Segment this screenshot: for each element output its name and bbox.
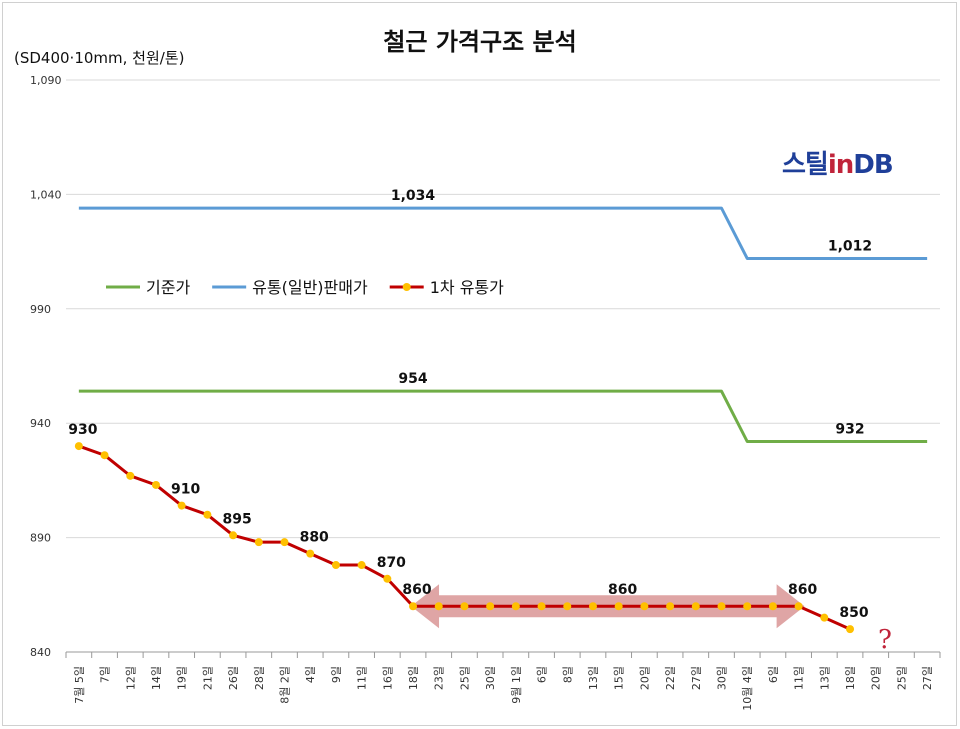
data-point — [409, 602, 418, 611]
data-point — [460, 602, 469, 611]
data-point — [486, 602, 495, 611]
question-mark: ? — [878, 625, 892, 655]
data-label: 930 — [68, 422, 97, 438]
chart-title: 철근 가격구조 분석 — [383, 28, 577, 56]
y-tick-label: 1,090 — [30, 74, 62, 87]
data-label: 860 — [608, 582, 637, 598]
data-point — [820, 613, 829, 622]
data-point — [846, 625, 855, 634]
x-tick-label: 27일 — [689, 666, 703, 690]
y-tick-label: 1,040 — [30, 188, 62, 201]
data-label: 880 — [300, 530, 329, 546]
x-tick-label: 6일 — [535, 666, 549, 683]
data-point — [383, 574, 392, 583]
x-tick-label: 16일 — [380, 666, 394, 690]
x-tick-label: 10월 4일 — [740, 666, 754, 711]
data-point — [434, 602, 443, 611]
data-point — [74, 442, 83, 451]
x-tick-label: 7일 — [98, 666, 112, 683]
data-point — [254, 538, 263, 547]
data-point — [537, 602, 546, 611]
data-label: 954 — [398, 371, 427, 387]
x-tick-label: 25일 — [457, 666, 471, 690]
series-line-유통(일반)판매가 — [78, 206, 928, 260]
data-label: 860 — [788, 582, 817, 598]
logo-part-1: 스틸 — [782, 150, 829, 180]
x-tick-label: 11일 — [792, 666, 806, 690]
logo-part-2: in — [827, 150, 854, 180]
x-tick-label: 27일 — [920, 666, 934, 690]
x-tick-label: 22일 — [663, 666, 677, 690]
data-point — [563, 602, 572, 611]
x-tick-label: 8월 2일 — [278, 666, 292, 704]
data-point — [768, 602, 777, 611]
x-tick-label: 15일 — [612, 666, 626, 690]
x-tick-label: 28일 — [252, 666, 266, 690]
x-tick-label: 18일 — [406, 666, 420, 690]
data-point — [331, 561, 340, 570]
x-tick-label: 20일 — [637, 666, 651, 690]
data-label: 1,012 — [828, 238, 872, 254]
y-tick-label: 940 — [30, 417, 51, 430]
y-tick-label: 890 — [30, 532, 51, 545]
x-tick-label: 12일 — [123, 666, 137, 690]
steelindb-logo: 스틸inDB — [782, 144, 894, 181]
y-tick-label: 840 — [30, 646, 51, 659]
x-tick-label: 4일 — [303, 666, 317, 683]
legend-label: 기준가 — [146, 278, 190, 297]
legend-marker — [402, 283, 411, 291]
x-tick-label: 14일 — [149, 666, 163, 690]
x-tick-label: 18일 — [843, 666, 857, 690]
data-point — [306, 549, 315, 558]
data-point — [717, 602, 726, 611]
data-label: 860 — [402, 582, 431, 598]
data-point — [691, 602, 700, 611]
data-point — [640, 602, 649, 611]
data-point — [100, 451, 109, 460]
x-tick-label: 13일 — [817, 666, 831, 690]
data-point — [126, 471, 135, 480]
x-tick-label: 13일 — [586, 666, 600, 690]
x-tick-label: 26일 — [226, 666, 240, 690]
data-point — [511, 602, 520, 611]
x-tick-label: 25일 — [894, 666, 908, 690]
x-tick-label: 30일 — [483, 666, 497, 690]
data-label: 870 — [377, 555, 406, 571]
logo-part-3: DB — [853, 150, 893, 180]
data-point — [743, 602, 752, 611]
data-label: 932 — [835, 422, 864, 438]
data-label: 1,034 — [391, 188, 436, 204]
legend-label: 유통(일반)판매가 — [252, 278, 368, 297]
x-tick-label: 19일 — [175, 666, 189, 690]
data-label: 895 — [222, 511, 251, 527]
x-tick-label: 30일 — [715, 666, 729, 690]
x-tick-label: 7월 5일 — [72, 666, 86, 704]
x-tick-label: 8일 — [560, 666, 574, 683]
y-tick-label: 990 — [30, 303, 51, 316]
data-point — [357, 561, 366, 570]
legend-label: 1차 유통가 — [430, 278, 504, 297]
data-label: 850 — [839, 605, 868, 621]
unit-label: (SD400·10mm, 천원/톤) — [14, 49, 185, 67]
data-point — [614, 602, 623, 611]
data-point — [280, 538, 289, 547]
data-point — [151, 480, 160, 489]
data-point — [203, 510, 212, 519]
data-label: 910 — [171, 482, 200, 498]
data-point — [229, 531, 238, 540]
x-tick-label: 11일 — [355, 666, 369, 690]
x-tick-label: 6일 — [766, 666, 780, 683]
x-tick-label: 21일 — [200, 666, 214, 690]
data-point — [794, 602, 803, 611]
data-point — [177, 501, 186, 510]
x-tick-label: 20일 — [869, 666, 883, 690]
x-tick-label: 9월 1일 — [509, 666, 523, 704]
series-line-기준가 — [78, 389, 928, 444]
data-point — [666, 602, 675, 611]
data-point — [588, 602, 597, 611]
x-tick-label: 23일 — [432, 666, 446, 690]
x-tick-label: 9일 — [329, 666, 343, 683]
